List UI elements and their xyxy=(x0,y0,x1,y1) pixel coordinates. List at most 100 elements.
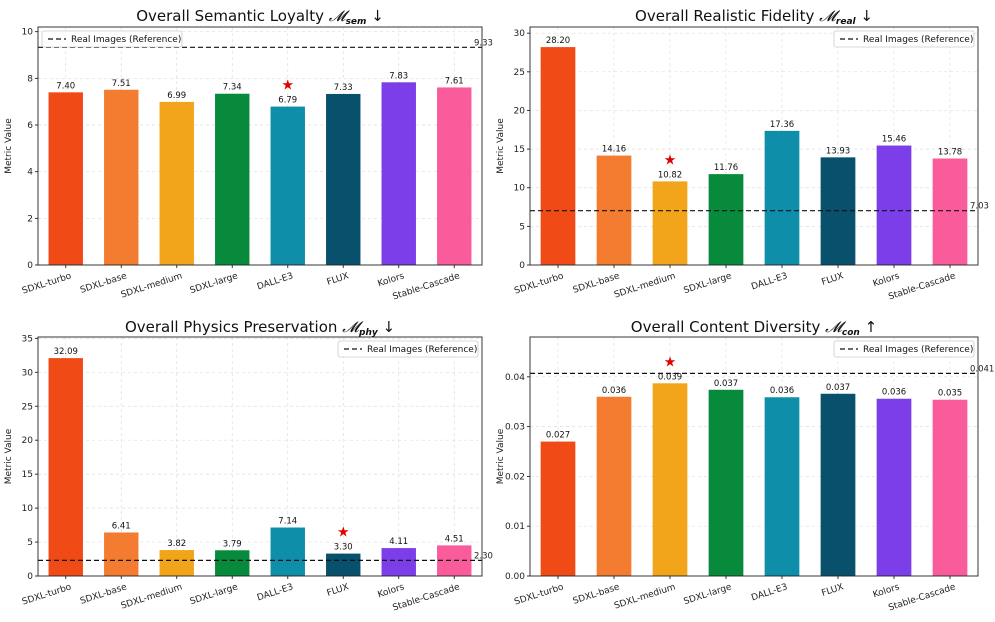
y-tick-label: 0 xyxy=(519,261,525,271)
chart-panel-3: Overall Physics Preservation 𝓜phy ↓ 0 5 10 1… xyxy=(4,318,493,613)
data-label: 3.30 xyxy=(334,543,353,553)
data-label: 3.79 xyxy=(223,539,242,549)
bar-stable-cascade xyxy=(437,87,472,265)
bar-dall-e3 xyxy=(270,106,305,265)
chart-panel-4: Overall Content Diversity 𝓜con ↑ 0.00 0.01… xyxy=(496,318,994,613)
legend-box xyxy=(337,340,479,358)
bar-sdxl-base xyxy=(104,89,139,266)
bar-flux xyxy=(820,393,856,576)
chart-panel-2: Overall Realistic Fidelity 𝓜real ↓ 0 5 10 15… xyxy=(496,7,989,302)
data-label: 7.40 xyxy=(56,81,75,91)
bar-sdxl-base xyxy=(596,396,632,576)
x-tick-label: SDXL-medium xyxy=(613,271,677,300)
data-label: 7.61 xyxy=(445,76,464,86)
data-label: 14.16 xyxy=(602,145,626,155)
data-label: 6.99 xyxy=(167,91,186,101)
x-tick-label: FLUX xyxy=(326,271,350,287)
bar-flux xyxy=(326,553,361,576)
y-tick-label: 8 xyxy=(27,74,33,84)
reference-value-label: 9.33 xyxy=(474,38,493,48)
legend-box xyxy=(833,340,975,358)
x-tick-label: DALL-E3 xyxy=(750,582,789,603)
legend-label: Real Images (Reference) xyxy=(863,345,973,355)
data-label: 4.11 xyxy=(389,537,408,547)
data-label: 7.34 xyxy=(223,83,242,93)
bar-kolors xyxy=(876,398,912,576)
data-label: 0.036 xyxy=(770,386,794,396)
x-tick-label: FLUX xyxy=(820,271,844,287)
legend-label: Real Images (Reference) xyxy=(367,345,477,355)
y-tick-label: 35 xyxy=(22,334,33,344)
bar-kolors xyxy=(381,82,416,265)
y-tick-label: 15 xyxy=(22,470,33,480)
y-tick-label: 6 xyxy=(27,121,33,131)
y-tick-label: 10 xyxy=(514,184,526,194)
y-axis-label: Metric Value xyxy=(496,118,506,174)
x-tick-label: SDXL-large xyxy=(683,582,734,607)
y-tick-label: 20 xyxy=(22,436,34,446)
chart-title: Overall Content Diversity 𝓜con ↑ xyxy=(631,318,877,338)
data-label: 7.51 xyxy=(112,79,131,89)
data-label: 13.78 xyxy=(938,148,962,158)
best-star-icon: ★ xyxy=(664,152,677,168)
y-tick-label: 10 xyxy=(22,28,34,38)
y-tick-label: 5 xyxy=(27,538,33,548)
plot-frame xyxy=(529,26,979,266)
bar-sdxl-large xyxy=(708,389,744,576)
y-tick-label: 10 xyxy=(22,504,34,514)
x-tick-label: DALL-E3 xyxy=(256,271,295,292)
legend-label: Real Images (Reference) xyxy=(863,35,973,45)
best-star-icon: ★ xyxy=(664,354,677,370)
data-label: 13.93 xyxy=(826,146,850,156)
bar-sdxl-base xyxy=(104,532,139,576)
y-tick-label: 0.03 xyxy=(505,423,525,433)
chart-panel-1: Overall Semantic Loyalty 𝓜sem ↓ 0 2 4 6 8 10 7.… xyxy=(4,7,493,302)
x-tick-label: SDXL-large xyxy=(683,271,734,296)
data-label: 0.039 xyxy=(658,372,682,382)
x-tick-label: Kolors xyxy=(377,271,406,289)
x-tick-label: SDXL-medium xyxy=(613,582,677,611)
y-tick-label: 0.02 xyxy=(505,472,525,482)
bar-kolors xyxy=(876,145,912,265)
x-tick-label: SDXL-turbo xyxy=(513,271,565,296)
data-label: 32.09 xyxy=(54,347,78,357)
bar-sdxl-turbo xyxy=(48,92,83,265)
data-label: 0.035 xyxy=(938,389,962,399)
x-tick-label: Kolors xyxy=(872,271,901,289)
data-label: 15.46 xyxy=(882,135,906,145)
chart-title: Overall Realistic Fidelity 𝓜real ↓ xyxy=(635,7,873,27)
chart-title: Overall Semantic Loyalty 𝓜sem ↓ xyxy=(136,7,384,27)
y-tick-label: 0 xyxy=(27,572,33,582)
y-tick-label: 0.00 xyxy=(505,572,525,582)
y-axis-label: Metric Value xyxy=(4,428,14,484)
x-tick-label: Kolors xyxy=(872,582,901,600)
y-tick-label: 4 xyxy=(27,168,33,178)
y-tick-label: 20 xyxy=(514,106,526,116)
bar-sdxl-medium xyxy=(159,550,194,576)
reference-value-label: 7.03 xyxy=(970,202,989,212)
y-axis-label: Metric Value xyxy=(4,118,14,174)
legend-box xyxy=(833,30,975,48)
x-tick-label: SDXL-large xyxy=(189,582,240,607)
bar-sdxl-medium xyxy=(652,181,688,265)
y-tick-label: 25 xyxy=(514,68,525,78)
data-label: 6.79 xyxy=(278,96,297,106)
y-tick-label: 25 xyxy=(22,402,33,412)
data-label: 28.20 xyxy=(546,36,570,46)
x-tick-label: SDXL-medium xyxy=(120,582,184,611)
data-label: 0.027 xyxy=(546,431,570,441)
data-label: 0.036 xyxy=(602,386,626,396)
y-axis-label: Metric Value xyxy=(496,428,506,484)
bar-sdxl-turbo xyxy=(540,47,576,265)
data-label: 0.037 xyxy=(714,379,738,389)
y-tick-label: 0.01 xyxy=(505,522,525,532)
bar-kolors xyxy=(381,548,416,576)
x-tick-label: SDXL-turbo xyxy=(513,582,565,607)
bar-stable-cascade xyxy=(932,158,968,265)
bar-dall-e3 xyxy=(270,527,305,576)
bar-flux xyxy=(326,93,361,265)
data-label: 4.51 xyxy=(445,534,464,544)
plot-frame xyxy=(37,336,483,577)
bar-sdxl-large xyxy=(708,174,744,265)
